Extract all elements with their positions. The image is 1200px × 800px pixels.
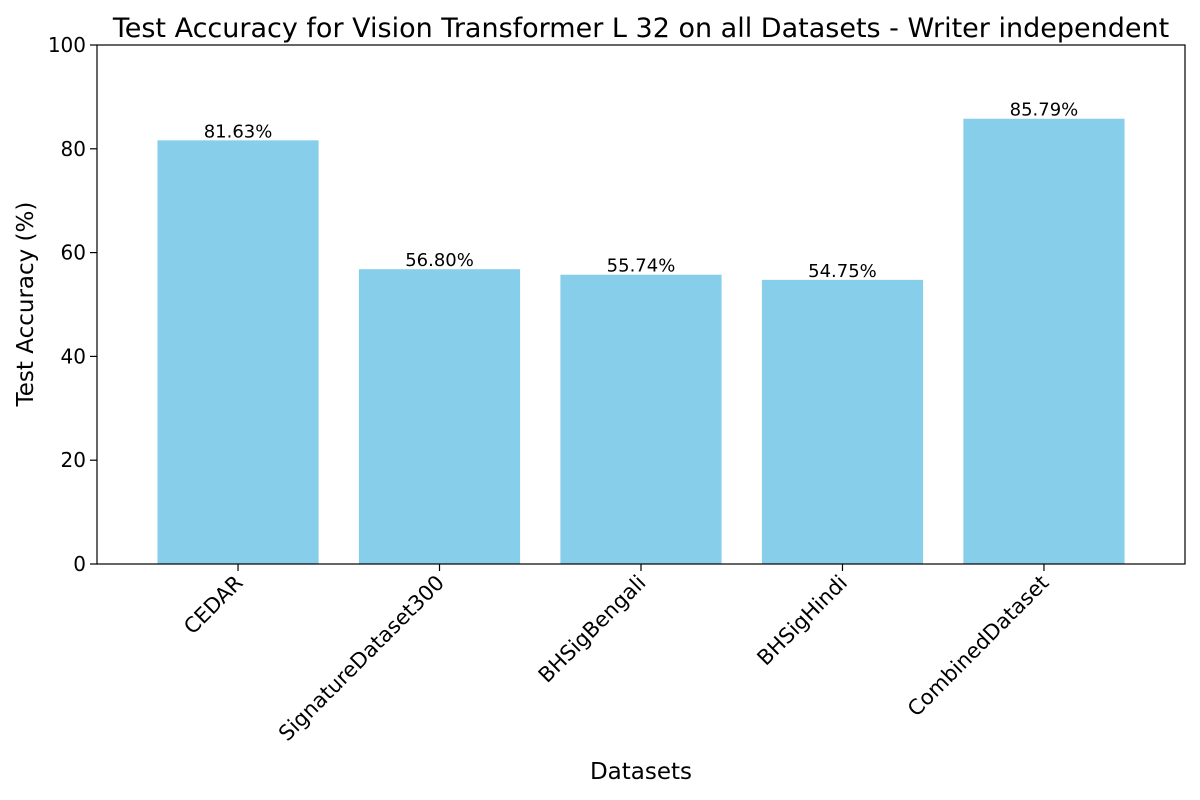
y-axis: 0 20 40 60 80 100 (48, 33, 97, 576)
bar-value-label: 56.80% (405, 250, 474, 271)
bar-value-label: 55.74% (607, 256, 676, 277)
bar-value-label: 54.75% (808, 261, 877, 282)
y-tick-label: 100 (48, 33, 86, 57)
y-tick-label: 60 (61, 241, 86, 265)
bar-bhsighindi (761, 279, 924, 564)
x-tick-label: SignatureDataset300 (274, 571, 449, 746)
x-axis: CEDAR SignatureDataset300 BHSigBengali BHSi… (179, 564, 1053, 746)
bars (157, 118, 1125, 564)
y-tick-label: 0 (73, 552, 86, 576)
x-tick-label: BHSigHindi (752, 571, 852, 671)
x-tick-label: BHSigBengali (534, 571, 651, 688)
plot-frame (96, 44, 1186, 565)
y-tick-label: 40 (61, 344, 86, 368)
chart-title: Test Accuracy for Vision Transformer L 3… (112, 13, 1169, 44)
data-labels: 81.63% 56.80% 55.74% 54.75% 85.79% (204, 100, 1079, 282)
bar-signaturedataset300 (358, 269, 521, 564)
x-axis-label: Datasets (590, 759, 692, 785)
bar-value-label: 85.79% (1010, 100, 1079, 121)
x-tick-label: CEDAR (179, 571, 247, 639)
y-tick-label: 80 (61, 137, 86, 161)
y-tick-label: 20 (61, 448, 86, 472)
bar-cedar (157, 140, 319, 564)
y-axis-label: Test Accuracy (%) (13, 202, 39, 408)
bar-bhsigbengali (560, 274, 722, 564)
x-tick-label: CombinedDataset (903, 571, 1054, 722)
bar-combineddataset (963, 118, 1125, 564)
bar-value-label: 81.63% (204, 121, 273, 142)
